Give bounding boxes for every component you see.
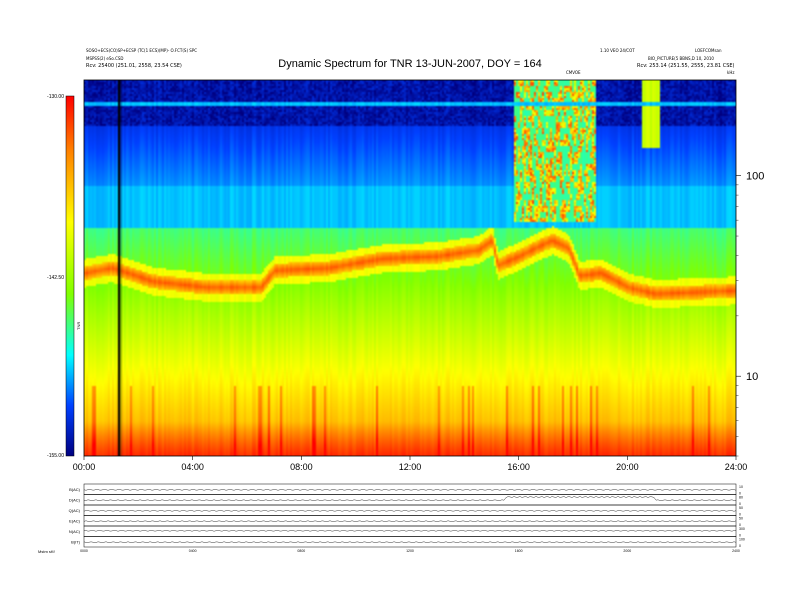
x-tick-label: 20:00: [616, 462, 639, 472]
header-mid-label: CMVOE: [566, 70, 581, 75]
plot-border: [83, 79, 737, 457]
colorbar-tick-mid: -142.50: [47, 275, 64, 281]
colorbar-label: TNR: [76, 322, 81, 330]
strip-trace: [83, 530, 737, 532]
strip-tick-bottom: 0: [739, 492, 741, 496]
spectrogram-heatmap: [84, 80, 736, 456]
chart-title: Dynamic Spectrum for TNR 13-JUN-2007, DO…: [278, 58, 542, 70]
strip-x-label: 0400: [189, 549, 197, 553]
strip-tick-bottom: 0: [739, 523, 741, 527]
strip-panel: [83, 494, 737, 506]
strip-tick-top: 100: [739, 538, 745, 542]
strip-tick-top: 50: [739, 506, 743, 510]
strip-panel: [83, 483, 737, 495]
strip-tick-top: 300: [739, 527, 745, 531]
strip-x-label: 2000: [623, 549, 631, 553]
strip-x-label: 0000: [80, 549, 88, 553]
strip-trace: [83, 520, 737, 522]
strip-panel: [83, 536, 737, 548]
header-top-right-label: kHz: [727, 70, 735, 75]
strip-panel: [83, 525, 737, 537]
strip-trace: [83, 496, 737, 501]
x-axis: 00:00 04:00 08:00 12:00 16:00 20:00 24:00: [73, 456, 748, 472]
strip-trace: [83, 541, 737, 543]
x-tick-label: 12:00: [399, 462, 422, 472]
strip-tick-top: 10: [739, 485, 743, 489]
y-tick-label: 10: [746, 371, 758, 383]
header-right-line4: Rcv: 253.14 (251.55, 2555, 23.81 CSE): [637, 63, 735, 69]
x-tick-label: 00:00: [73, 462, 96, 472]
strip-label: E(AC): [69, 518, 81, 523]
y-axis: 10 100: [736, 171, 764, 457]
header-left-line3: Rcv: 25400 (251.01, 2558, 23.54 CSE): [86, 63, 182, 69]
colorbar: [65, 95, 75, 457]
x-tick-label: 04:00: [181, 462, 204, 472]
strip-tick-bottom: 0: [739, 502, 741, 506]
strip-tick-bottom: 0: [739, 513, 741, 517]
strip-x-label: 1600: [515, 549, 523, 553]
header-left-line2: MSPSS(2) eSo.CSD: [86, 56, 124, 61]
y-tick-label: 100: [746, 171, 764, 183]
strip-x-label: 1200: [406, 549, 414, 553]
header-right-line3: BIO_PICTURE(5 BBNS,D 10, 2010: [648, 56, 714, 61]
strip-label: B(AC): [69, 487, 81, 492]
colorbar-tick-top: -130.00: [47, 94, 64, 100]
x-tick-label: 08:00: [290, 462, 313, 472]
strip-trace: [83, 510, 737, 512]
header-left-line1: SOSO+ECS(CO)SP+ECSP (TC(1 ECS)(MP)- O.FC…: [86, 48, 198, 53]
strip-tick-bottom: 0: [739, 534, 741, 538]
footer-label: Mstm sKf: [38, 549, 56, 554]
strip-tick-bottom: 0: [739, 544, 741, 548]
strip-label: Q(AC): [69, 508, 81, 513]
header-right-line1: 1.10 VEO 24/COT: [600, 48, 635, 53]
strip-trace: [83, 489, 737, 491]
strip-label: D(AC): [69, 497, 81, 502]
strip-x-label: 2400: [732, 549, 740, 553]
x-tick-label: 24:00: [725, 462, 748, 472]
strip-tick-top: 50: [739, 517, 743, 521]
strip-tick-top: 80: [739, 496, 743, 500]
strip-label: B(IT): [71, 539, 81, 544]
x-tick-label: 16:00: [507, 462, 530, 472]
colorbar-tick-bottom: -155.00: [47, 453, 64, 459]
strip-label: N(AC): [69, 529, 81, 534]
header-right-line2: LOEFCOMsan: [695, 48, 722, 53]
strip-panel: [83, 504, 737, 516]
strip-x-label: 0800: [297, 549, 305, 553]
